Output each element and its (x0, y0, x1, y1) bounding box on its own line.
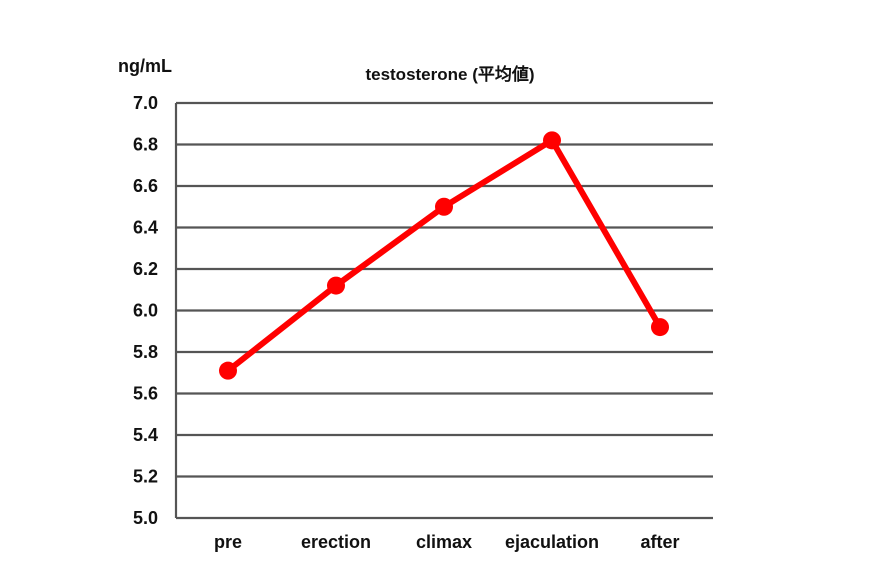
data-point-marker (543, 131, 561, 150)
series-line (225, 137, 663, 374)
y-tick-label: 5.6 (133, 384, 158, 404)
data-point-marker (651, 318, 669, 337)
y-tick-label: 6.2 (133, 259, 158, 279)
gridlines (176, 101, 713, 520)
data-point-marker (327, 276, 345, 295)
x-tick-label: pre (214, 532, 242, 552)
x-tick-label: climax (416, 532, 472, 552)
x-tick-label: erection (301, 532, 371, 552)
y-tick-label: 6.8 (133, 135, 158, 155)
y-tick-label: 5.4 (133, 425, 158, 445)
y-tick-label: 6.0 (133, 301, 158, 321)
x-tick-labels: pre erection climax ejaculation after (214, 532, 680, 552)
x-tick-label: after (640, 532, 679, 552)
chart-title: testosterone (平均値) (365, 64, 534, 84)
y-tick-label: 5.2 (133, 467, 158, 487)
y-axis-unit-label: ng/mL (118, 56, 172, 76)
y-tick-label: 6.6 (133, 176, 158, 196)
data-point-marker (219, 361, 237, 380)
y-tick-label: 7.0 (133, 93, 158, 113)
y-tick-labels: 7.0 6.8 6.6 6.4 6.2 6.0 5.8 5.6 5.4 5.2 5.0 (133, 93, 158, 528)
x-tick-label: ejaculation (505, 532, 599, 552)
series-layer (219, 131, 669, 380)
y-tick-label: 6.4 (133, 218, 158, 238)
y-tick-label: 5.0 (133, 508, 158, 528)
data-point-marker (435, 197, 453, 216)
y-tick-label: 5.8 (133, 342, 158, 362)
